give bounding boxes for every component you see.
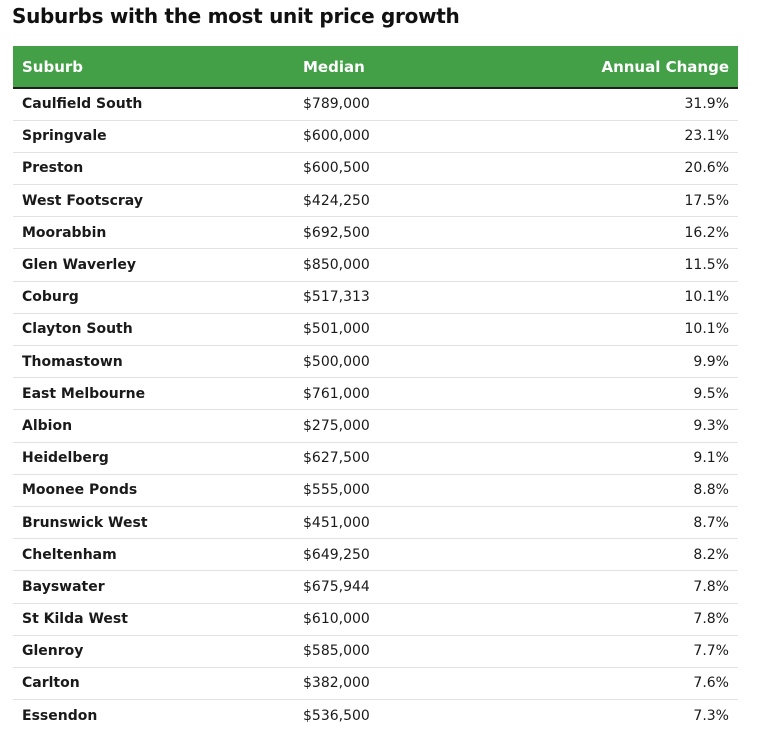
annual-change-cell: 8.7% <box>524 506 738 540</box>
median-cell: $501,000 <box>294 313 524 347</box>
median-cell: $536,500 <box>303 707 370 724</box>
suburb-cell: Coburg <box>13 281 294 314</box>
table-row: Preston $600,500 20.6% <box>13 152 738 186</box>
table-row: West Footscray $424,250 17.5% <box>13 184 738 218</box>
suburb-cell: Carlton <box>13 667 294 701</box>
table-row: St Kilda West $610,000 7.8% <box>13 603 738 636</box>
table-row: Clayton South $501,000 10.1% <box>13 313 738 347</box>
suburb-cell: Cheltenham <box>13 538 294 572</box>
annual-change-cell: 7.8% <box>524 570 738 604</box>
suburb-cell: Albion <box>13 409 294 443</box>
annual-change-cell: 9.3% <box>524 409 738 443</box>
table-row: Caulfield South $789,000 31.9% <box>13 88 738 121</box>
table-row: Heidelberg $627,500 9.1% <box>13 442 738 475</box>
suburb-cell: Bayswater <box>13 570 294 604</box>
suburb-cell: Thomastown <box>13 345 294 379</box>
table-header: Suburb Median Annual Change <box>13 46 738 89</box>
table-row: Cheltenham $649,250 8.2% <box>13 538 738 572</box>
table-row: Glenroy $585,000 7.7% <box>13 635 738 668</box>
annual-change-cell: 9.5% <box>524 377 738 411</box>
median-cell: $517,313 <box>294 281 524 314</box>
annual-change-cell: 16.2% <box>524 216 738 250</box>
suburb-cell: West Footscray <box>13 184 294 218</box>
suburb-cell: St Kilda West <box>13 603 294 636</box>
annual-change-cell: 9.9% <box>524 345 738 379</box>
suburb-cell: Heidelberg <box>13 442 294 475</box>
price-growth-table: Suburb Median Annual Change Caulfield So… <box>13 46 738 732</box>
suburb-cell: Essendon <box>22 707 98 724</box>
suburb-cell: East Melbourne <box>13 377 294 411</box>
annual-change-cell: 23.1% <box>524 120 738 153</box>
suburb-cell: Moorabbin <box>13 216 294 250</box>
median-cell: $500,000 <box>294 345 524 379</box>
median-cell: $692,500 <box>294 216 524 250</box>
annual-change-cell: 10.1% <box>524 281 738 314</box>
column-header-annual-change: Annual Change <box>524 46 738 89</box>
column-header-median: Median <box>294 46 524 89</box>
annual-change-cell: 11.5% <box>524 248 738 282</box>
table-row: Coburg $517,313 10.1% <box>13 281 738 314</box>
median-cell: $600,500 <box>294 152 524 186</box>
median-cell: $382,000 <box>294 667 524 701</box>
median-cell: $789,000 <box>294 88 524 121</box>
table-row: Albion $275,000 9.3% <box>13 409 738 443</box>
suburb-cell: Brunswick West <box>13 506 294 540</box>
annual-change-cell: 8.2% <box>524 538 738 572</box>
page-title: Suburbs with the most unit price growth <box>12 4 460 28</box>
table-row: Essendon $536,500 7.3% <box>13 700 738 732</box>
table-row: Brunswick West $451,000 8.7% <box>13 506 738 540</box>
suburb-cell: Springvale <box>13 120 294 153</box>
median-cell: $585,000 <box>294 635 524 668</box>
median-cell: $627,500 <box>294 442 524 475</box>
annual-change-cell: 8.8% <box>524 474 738 507</box>
annual-change-cell: 7.7% <box>524 635 738 668</box>
table-row: Moorabbin $692,500 16.2% <box>13 216 738 250</box>
suburb-cell: Preston <box>13 152 294 186</box>
median-cell: $451,000 <box>294 506 524 540</box>
median-cell: $600,000 <box>294 120 524 153</box>
median-cell: $275,000 <box>294 409 524 443</box>
table-row: Springvale $600,000 23.1% <box>13 120 738 153</box>
annual-change-cell: 7.8% <box>524 603 738 636</box>
header-row: Suburb Median Annual Change <box>13 46 738 89</box>
table-row: Moonee Ponds $555,000 8.8% <box>13 474 738 507</box>
annual-change-cell: 20.6% <box>524 152 738 186</box>
suburb-cell: Caulfield South <box>13 88 294 121</box>
annual-change-cell: 7.6% <box>524 667 738 701</box>
annual-change-cell: 9.1% <box>524 442 738 475</box>
annual-change-cell: 7.3% <box>693 707 729 724</box>
median-cell: $555,000 <box>294 474 524 507</box>
suburb-cell: Clayton South <box>13 313 294 347</box>
median-cell: $761,000 <box>294 377 524 411</box>
median-cell: $850,000 <box>294 248 524 282</box>
table-row: Glen Waverley $850,000 11.5% <box>13 248 738 282</box>
annual-change-cell: 17.5% <box>524 184 738 218</box>
table-body: Caulfield South $789,000 31.9% Springvale $6… <box>13 88 738 732</box>
median-cell: $649,250 <box>294 538 524 572</box>
median-cell: $675,944 <box>294 570 524 604</box>
annual-change-cell: 31.9% <box>524 88 738 121</box>
table-row: East Melbourne $761,000 9.5% <box>13 377 738 411</box>
suburb-cell: Glenroy <box>13 635 294 668</box>
median-cell: $610,000 <box>294 603 524 636</box>
suburb-cell: Moonee Ponds <box>13 474 294 507</box>
annual-change-cell: 10.1% <box>524 313 738 347</box>
table-row: Thomastown $500,000 9.9% <box>13 345 738 379</box>
median-cell: $424,250 <box>294 184 524 218</box>
table-row: Bayswater $675,944 7.8% <box>13 570 738 604</box>
table-row: Carlton $382,000 7.6% <box>13 667 738 701</box>
suburb-cell: Glen Waverley <box>13 248 294 282</box>
column-header-suburb: Suburb <box>13 46 294 89</box>
